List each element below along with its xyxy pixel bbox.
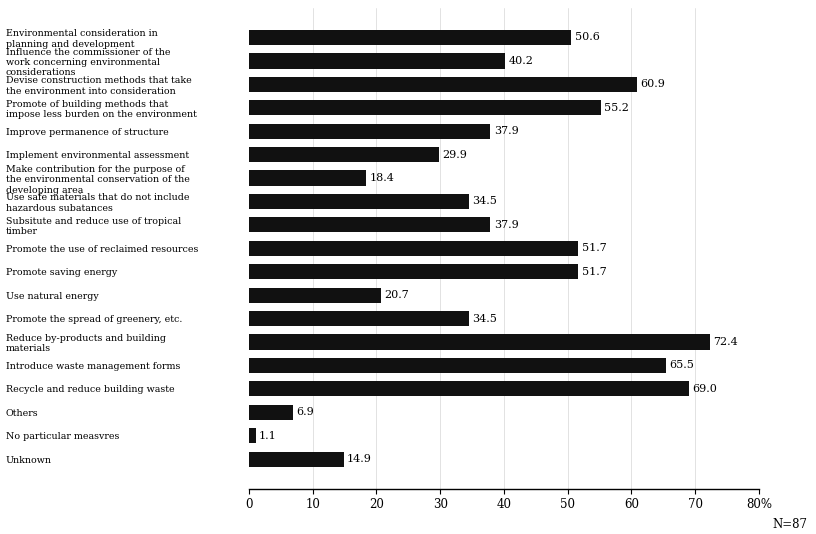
Text: 40.2: 40.2 xyxy=(508,56,533,66)
Bar xyxy=(249,381,689,396)
Text: 51.7: 51.7 xyxy=(582,244,606,253)
Text: 34.5: 34.5 xyxy=(472,197,497,207)
Bar xyxy=(249,147,440,162)
Bar xyxy=(249,123,490,139)
Text: 6.9: 6.9 xyxy=(296,407,314,417)
Bar xyxy=(249,170,366,186)
Bar xyxy=(249,287,381,303)
Bar xyxy=(249,334,711,350)
Bar xyxy=(249,241,579,256)
Bar xyxy=(249,311,469,326)
Text: 1.1: 1.1 xyxy=(259,431,277,441)
Bar xyxy=(249,405,293,420)
Text: 65.5: 65.5 xyxy=(670,360,694,371)
Text: 37.9: 37.9 xyxy=(494,126,518,136)
Text: N=87: N=87 xyxy=(773,519,808,531)
Text: 51.7: 51.7 xyxy=(582,267,606,277)
Text: 34.5: 34.5 xyxy=(472,313,497,324)
Text: 55.2: 55.2 xyxy=(604,103,629,113)
Bar xyxy=(249,194,469,209)
Text: 72.4: 72.4 xyxy=(714,337,738,347)
Bar xyxy=(249,30,571,45)
Text: 69.0: 69.0 xyxy=(692,384,716,394)
Bar xyxy=(249,77,637,92)
Text: 60.9: 60.9 xyxy=(641,80,665,89)
Bar xyxy=(249,428,256,443)
Text: 18.4: 18.4 xyxy=(370,173,394,183)
Text: 50.6: 50.6 xyxy=(574,33,600,43)
Text: 20.7: 20.7 xyxy=(384,290,409,300)
Text: 29.9: 29.9 xyxy=(442,150,468,160)
Text: 14.9: 14.9 xyxy=(347,454,372,464)
Bar xyxy=(249,217,490,232)
Bar xyxy=(249,53,505,68)
Text: 37.9: 37.9 xyxy=(494,220,518,230)
Bar xyxy=(249,358,667,373)
Bar xyxy=(249,452,344,467)
Bar xyxy=(249,264,579,279)
Bar xyxy=(249,100,601,115)
